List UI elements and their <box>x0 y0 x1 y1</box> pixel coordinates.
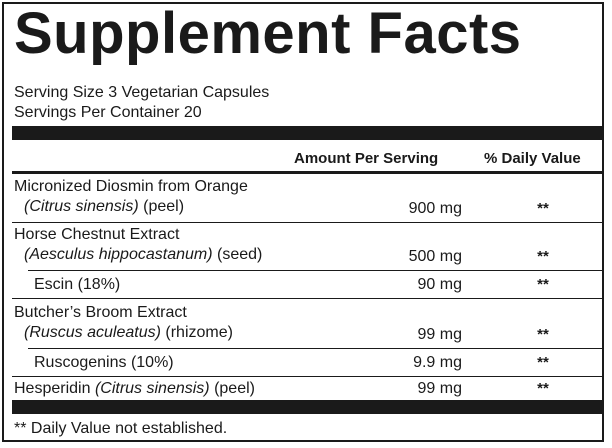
ingredient-butchers-broom-amount: 99 mg <box>417 326 462 343</box>
ingredient-butchers-broom-dv: ** <box>537 326 549 343</box>
ingredient-escin-dv: ** <box>537 276 549 293</box>
footnote: ** Daily Value not established. <box>14 420 228 437</box>
header-rule <box>12 171 602 174</box>
ingredient-hesperidin-amount: 99 mg <box>417 380 462 397</box>
ingredient-ruscogenins-amount: 9.9 mg <box>413 354 462 371</box>
ingredient-horse-chestnut-source: (Aesculus hippocastanum) (seed) <box>24 246 263 263</box>
serving-size: Serving Size 3 Vegetarian Capsules <box>14 84 270 101</box>
ingredient-butchers-broom-source: (Ruscus aculeatus) (rhizome) <box>24 324 233 341</box>
ingredient-ruscogenins-dv: ** <box>537 354 549 371</box>
thick-divider-top <box>12 126 602 140</box>
ingredient-horse-chestnut-name: Horse Chestnut Extract <box>14 226 180 243</box>
row-divider <box>12 222 602 223</box>
ingredient-butchers-broom-name: Butcher’s Broom Extract <box>14 304 187 321</box>
ingredient-hesperidin-dv: ** <box>537 380 549 397</box>
row-divider-indent <box>28 270 602 271</box>
row-divider-indent <box>28 348 602 349</box>
panel-title: Supplement Facts <box>14 1 522 66</box>
supplement-facts-panel: Supplement Facts Serving Size 3 Vegetari… <box>2 1 604 442</box>
row-divider <box>12 376 602 377</box>
ingredient-diosmin-name: Micronized Diosmin from Orange <box>14 178 248 195</box>
column-header-amount: Amount Per Serving <box>294 150 439 167</box>
row-divider <box>12 298 602 299</box>
ingredient-ruscogenins-name: Ruscogenins (10%) <box>34 354 174 371</box>
thick-divider-bottom <box>12 400 602 414</box>
ingredient-horse-chestnut-dv: ** <box>537 248 549 265</box>
ingredient-diosmin-dv: ** <box>537 200 549 217</box>
ingredient-horse-chestnut-amount: 500 mg <box>408 248 462 265</box>
servings-per-container: Servings Per Container 20 <box>14 104 202 121</box>
ingredient-hesperidin-name: Hesperidin (Citrus sinensis) (peel) <box>14 380 255 397</box>
ingredient-escin-amount: 90 mg <box>417 276 462 293</box>
ingredient-escin-name: Escin (18%) <box>34 276 121 293</box>
ingredient-diosmin-source: (Citrus sinensis) (peel) <box>24 198 185 215</box>
ingredient-diosmin-amount: 900 mg <box>408 200 462 217</box>
column-header-daily-value: % Daily Value <box>484 150 581 167</box>
